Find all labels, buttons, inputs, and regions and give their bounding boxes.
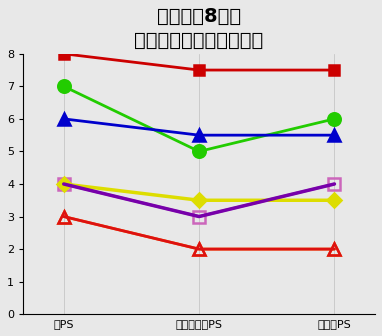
Title: 気診治療8週間
慢性疲労症候群での効果: 気診治療8週間 慢性疲労症候群での効果 [134, 7, 264, 49]
